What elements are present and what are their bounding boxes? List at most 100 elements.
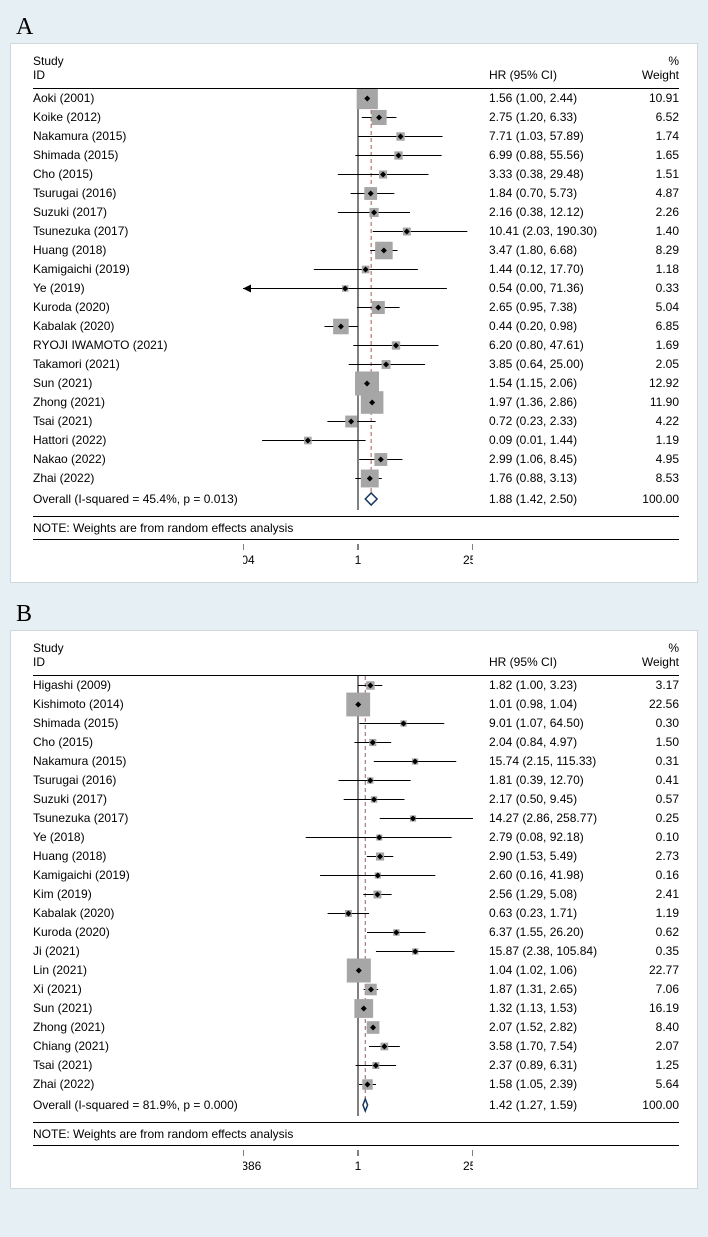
- study-label: Chiang (2021): [33, 1037, 243, 1056]
- weight-value: 0.30: [624, 714, 679, 733]
- weight-value: 0.16: [624, 866, 679, 885]
- weight-value: 2.26: [624, 203, 679, 222]
- hr-ci-value: 1.01 (0.98, 1.04): [489, 695, 624, 714]
- hr-ci-value: 1.87 (1.31, 2.65): [489, 980, 624, 999]
- svg-text:259: 259: [463, 1159, 473, 1173]
- weight-value: 1.74: [624, 127, 679, 146]
- hr-ci-value: 2.79 (0.08, 92.18): [489, 828, 624, 847]
- study-label: Huang (2018): [33, 847, 243, 866]
- study-label: Ji (2021): [33, 942, 243, 961]
- weight-value: 3.17: [624, 676, 679, 695]
- note-b: NOTE: Weights are from random effects an…: [33, 1127, 293, 1141]
- study-label: Shimada (2015): [33, 714, 243, 733]
- hr-ci-value: 15.74 (2.15, 115.33): [489, 752, 624, 771]
- study-label: Ye (2019): [33, 279, 243, 298]
- weight-value: 1.65: [624, 146, 679, 165]
- hr-ci-value: 0.09 (0.01, 1.44): [489, 431, 624, 450]
- weight-value: 1.18: [624, 260, 679, 279]
- weight-value: 5.64: [624, 1075, 679, 1094]
- hr-ci-value: 1.54 (1.15, 2.06): [489, 374, 624, 393]
- study-label: Nakamura (2015): [33, 752, 243, 771]
- forest-plot-a: Study ID HR (95% CI) % Weight Aoki (2001…: [10, 43, 698, 583]
- study-label: Tsai (2021): [33, 1056, 243, 1075]
- hr-ci-value: 6.37 (1.55, 26.20): [489, 923, 624, 942]
- study-label: Hattori (2022): [33, 431, 243, 450]
- study-label: Nakamura (2015): [33, 127, 243, 146]
- hr-ci-value: 1.32 (1.13, 1.53): [489, 999, 624, 1018]
- study-label: Kamigaichi (2019): [33, 260, 243, 279]
- weight-value: 22.77: [624, 961, 679, 980]
- study-label: Higashi (2009): [33, 676, 243, 695]
- weight-value: 4.95: [624, 450, 679, 469]
- x-axis: .0041250: [243, 544, 473, 572]
- study-label: Nakao (2022): [33, 450, 243, 469]
- hr-ci-value: 0.72 (0.23, 2.33): [489, 412, 624, 431]
- svg-text:.004: .004: [243, 553, 255, 567]
- study-label: Zhai (2022): [33, 1075, 243, 1094]
- panel-b-label: B: [16, 601, 698, 628]
- hr-ci-value: 3.33 (0.38, 29.48): [489, 165, 624, 184]
- hr-ci-value: 2.56 (1.29, 5.08): [489, 885, 624, 904]
- weight-value: 0.35: [624, 942, 679, 961]
- header-study: Study ID: [33, 54, 243, 82]
- weight-value: 5.04: [624, 298, 679, 317]
- study-label: RYOJI IWAMOTO (2021): [33, 336, 243, 355]
- study-label: Lin (2021): [33, 961, 243, 980]
- study-label: Xi (2021): [33, 980, 243, 999]
- hr-ci-value: 2.65 (0.95, 7.38): [489, 298, 624, 317]
- study-label: Zhong (2021): [33, 393, 243, 412]
- weight-value: 6.85: [624, 317, 679, 336]
- header-study-b: Study ID: [33, 641, 243, 669]
- weight-value: 0.62: [624, 923, 679, 942]
- weight-value: 2.41: [624, 885, 679, 904]
- weight-value: 1.50: [624, 733, 679, 752]
- header-study-line2: ID: [33, 68, 243, 82]
- hr-ci-value: 1.44 (0.12, 17.70): [489, 260, 624, 279]
- hr-ci-value: 2.04 (0.84, 4.97): [489, 733, 624, 752]
- study-label: Aoki (2001): [33, 89, 243, 108]
- hr-ci-value: 2.60 (0.16, 41.98): [489, 866, 624, 885]
- study-label: Ye (2018): [33, 828, 243, 847]
- hr-ci-value: 3.47 (1.80, 6.68): [489, 241, 624, 260]
- study-label: Koike (2012): [33, 108, 243, 127]
- hr-ci-value: 10.41 (2.03, 190.30): [489, 222, 624, 241]
- study-label: Sun (2021): [33, 374, 243, 393]
- hr-ci-value: 0.54 (0.00, 71.36): [489, 279, 624, 298]
- study-label: Tsurugai (2016): [33, 771, 243, 790]
- weight-value: 4.22: [624, 412, 679, 431]
- study-label: Tsunezuka (2017): [33, 809, 243, 828]
- weight-value: 8.40: [624, 1018, 679, 1037]
- study-label: Kabalak (2020): [33, 317, 243, 336]
- study-label: Shimada (2015): [33, 146, 243, 165]
- weight-value: 2.07: [624, 1037, 679, 1056]
- hr-ci-value: 2.99 (1.06, 8.45): [489, 450, 624, 469]
- weight-value: 1.25: [624, 1056, 679, 1075]
- x-axis: .00386 1 259: [243, 1150, 473, 1178]
- svg-text:1: 1: [355, 1159, 362, 1173]
- weight-value: 12.92: [624, 374, 679, 393]
- weight-value: 1.69: [624, 336, 679, 355]
- overall-hr-ci: 1.42 (1.27, 1.59): [489, 1094, 624, 1116]
- weight-value: 1.51: [624, 165, 679, 184]
- hr-ci-value: 7.71 (1.03, 57.89): [489, 127, 624, 146]
- weight-value: 1.19: [624, 904, 679, 923]
- weight-value: 4.87: [624, 184, 679, 203]
- hr-ci-value: 1.04 (1.02, 1.06): [489, 961, 624, 980]
- study-label: Takamori (2021): [33, 355, 243, 374]
- weight-value: 6.52: [624, 108, 679, 127]
- weight-value: 10.91: [624, 89, 679, 108]
- hr-ci-value: 1.82 (1.00, 3.23): [489, 676, 624, 695]
- overall-label: Overall (I-squared = 81.9%, p = 0.000): [33, 1094, 243, 1116]
- hr-ci-value: 2.17 (0.50, 9.45): [489, 790, 624, 809]
- weight-value: 0.25: [624, 809, 679, 828]
- header-weight-b: % Weight: [624, 641, 679, 669]
- svg-text:.00386: .00386: [243, 1159, 262, 1173]
- header-hr-text: HR (95% CI): [489, 68, 624, 82]
- weight-value: 0.57: [624, 790, 679, 809]
- hr-ci-value: 1.97 (1.36, 2.86): [489, 393, 624, 412]
- study-label: Kim (2019): [33, 885, 243, 904]
- study-label: Kuroda (2020): [33, 298, 243, 317]
- weight-value: 0.31: [624, 752, 679, 771]
- study-label: Tsurugai (2016): [33, 184, 243, 203]
- hr-ci-value: 1.58 (1.05, 2.39): [489, 1075, 624, 1094]
